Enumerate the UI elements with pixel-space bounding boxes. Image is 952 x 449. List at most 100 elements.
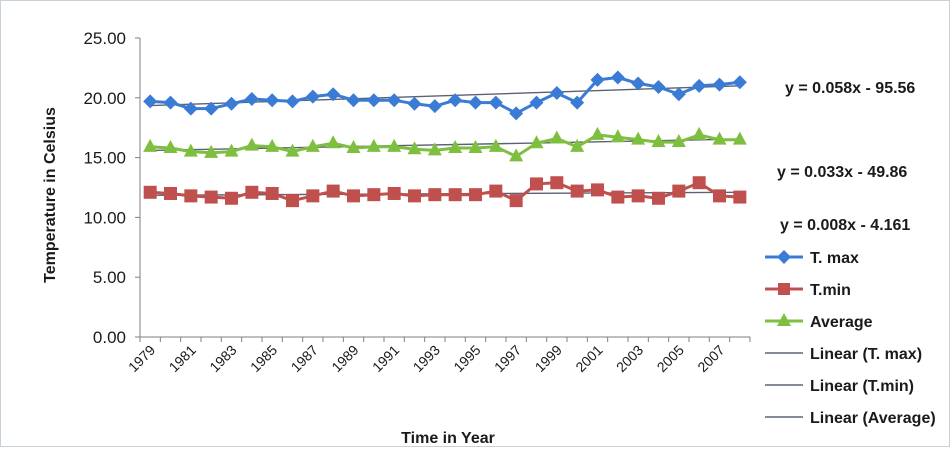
data-point-t-max bbox=[692, 78, 707, 93]
data-point-t-max bbox=[366, 93, 381, 108]
data-point-t-min bbox=[367, 188, 381, 202]
data-point-average bbox=[631, 131, 646, 145]
axes bbox=[135, 37, 751, 342]
trend-equation-tmin: y = 0.008x - 4.161 bbox=[780, 217, 910, 234]
data-point-t-max bbox=[488, 95, 503, 110]
data-point-t-min bbox=[428, 188, 442, 202]
data-point-t-min bbox=[306, 189, 320, 203]
x-tick-label: 1981 bbox=[166, 342, 199, 375]
data-point-t-max bbox=[326, 87, 341, 102]
data-point-t-min bbox=[713, 189, 726, 203]
data-point-t-max bbox=[143, 94, 158, 109]
data-point-average bbox=[326, 135, 341, 149]
data-point-average bbox=[204, 144, 219, 158]
data-point-t-min bbox=[184, 189, 198, 203]
x-tick-label: 1989 bbox=[328, 342, 361, 375]
x-tick-label: 2003 bbox=[613, 342, 646, 375]
x-tick-label: 2007 bbox=[694, 342, 727, 375]
legend-label-average: Average bbox=[810, 314, 873, 331]
legend-marker-tmin bbox=[778, 283, 790, 295]
data-point-t-min bbox=[326, 184, 340, 198]
legend-item-tmin: T.min bbox=[765, 282, 851, 299]
data-point-t-max bbox=[407, 96, 422, 111]
data-point-average bbox=[427, 142, 442, 156]
data-point-t-max bbox=[549, 86, 564, 101]
data-point-t-max bbox=[468, 95, 483, 110]
y-tick-label: 10.00 bbox=[83, 208, 126, 227]
legend-item-linear-average: Linear (Average) bbox=[765, 410, 936, 427]
series-line-t-min bbox=[150, 181, 740, 203]
data-point-t-min bbox=[245, 185, 259, 199]
data-point-t-max bbox=[651, 80, 666, 95]
data-point-t-max bbox=[265, 93, 280, 108]
data-point-average bbox=[570, 138, 585, 152]
data-point-t-min bbox=[286, 194, 299, 208]
data-point-t-min bbox=[469, 188, 482, 202]
data-point-average bbox=[366, 138, 381, 152]
data-point-t-min bbox=[611, 190, 625, 204]
data-point-average bbox=[488, 138, 503, 152]
data-point-average bbox=[224, 143, 239, 157]
y-tick-label: 0.00 bbox=[93, 328, 126, 347]
data-point-average bbox=[509, 148, 524, 162]
data-point-t-min bbox=[692, 176, 706, 190]
legend-label-tmin: T.min bbox=[810, 282, 851, 299]
data-point-average bbox=[468, 140, 483, 154]
x-tick-label: 1983 bbox=[206, 342, 239, 375]
data-point-t-max bbox=[529, 95, 544, 110]
legend: T. max T.min Average Linear (T. max) Lin… bbox=[765, 250, 936, 427]
data-point-t-max bbox=[712, 77, 727, 92]
y-axis-title: Temperature in Celsius bbox=[42, 107, 59, 283]
data-point-average bbox=[387, 138, 402, 152]
data-point-t-min bbox=[550, 176, 564, 190]
data-point-t-min bbox=[143, 185, 157, 199]
series bbox=[143, 70, 747, 208]
data-point-t-min bbox=[489, 184, 503, 198]
data-point-t-min bbox=[733, 190, 747, 204]
data-point-t-max bbox=[183, 101, 198, 116]
legend-label-linear-tmax: Linear (T. max) bbox=[810, 346, 922, 363]
x-tick-label: 1987 bbox=[288, 342, 321, 375]
data-point-average bbox=[692, 126, 707, 140]
x-tick-label: 1985 bbox=[247, 342, 280, 375]
x-tick-label: 1979 bbox=[125, 342, 158, 375]
legend-item-average: Average bbox=[765, 313, 873, 331]
data-point-average bbox=[346, 140, 361, 154]
legend-item-linear-tmax: Linear (T. max) bbox=[765, 346, 922, 363]
data-point-t-min bbox=[448, 188, 462, 202]
data-point-average bbox=[529, 135, 544, 149]
data-point-t-max bbox=[387, 93, 402, 108]
y-tick-label: 25.00 bbox=[83, 29, 126, 48]
x-tick-label: 1995 bbox=[450, 342, 483, 375]
legend-marker-tmax bbox=[777, 250, 791, 264]
data-point-average bbox=[610, 129, 625, 143]
series-line-average bbox=[150, 133, 740, 158]
data-point-t-min bbox=[164, 186, 177, 200]
x-tick-label: 1991 bbox=[369, 342, 402, 375]
data-point-t-max bbox=[671, 87, 686, 102]
data-point-t-max bbox=[732, 75, 747, 90]
data-point-t-max bbox=[570, 95, 585, 110]
data-point-t-max bbox=[631, 76, 646, 91]
data-point-t-min bbox=[387, 186, 401, 200]
x-tick-label: 2001 bbox=[572, 342, 605, 375]
data-point-average bbox=[183, 143, 198, 157]
data-point-average bbox=[163, 140, 178, 154]
data-point-t-min bbox=[530, 177, 543, 191]
trend-equation-tmax: y = 0.058x - 95.56 bbox=[785, 80, 915, 97]
data-point-average bbox=[712, 131, 727, 145]
data-point-t-min bbox=[509, 194, 523, 208]
data-point-t-min bbox=[265, 186, 279, 200]
x-tick-label: 1993 bbox=[410, 342, 443, 375]
x-axis-tick-labels: 1979 1981 1983 1985 1987 1989 1991 1993 1995 1997… bbox=[125, 342, 728, 375]
legend-label-linear-average: Linear (Average) bbox=[810, 410, 936, 427]
data-point-t-max bbox=[427, 99, 442, 114]
data-point-t-min bbox=[225, 191, 238, 205]
data-point-t-max bbox=[244, 91, 259, 106]
legend-label-tmax: T. max bbox=[810, 250, 859, 267]
x-axis-title: Time in Year bbox=[401, 430, 495, 447]
data-point-average bbox=[671, 134, 686, 148]
y-tick-label: 15.00 bbox=[83, 149, 126, 168]
data-point-t-max bbox=[224, 96, 239, 111]
